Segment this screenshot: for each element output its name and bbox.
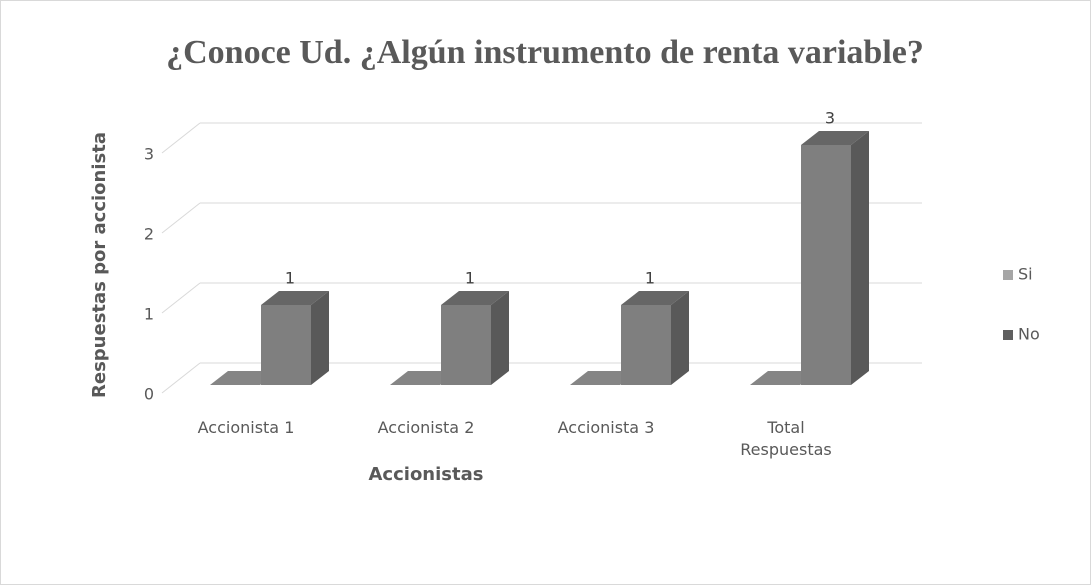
bar <box>801 131 869 385</box>
bar-side <box>491 291 509 385</box>
chart-title: ¿Conoce Ud. ¿Algún instrumento de renta … <box>166 34 924 71</box>
legend-swatch <box>1003 270 1013 280</box>
bar-front <box>801 145 851 385</box>
y-axis-title: Respuestas por accionista <box>89 132 110 398</box>
bar-front <box>261 305 311 385</box>
x-axis-title: Accionistas <box>369 464 484 485</box>
grid-line-side <box>161 362 201 394</box>
y-tick-label: 1 <box>144 305 154 324</box>
bar <box>261 291 329 385</box>
grid-line-side <box>161 202 201 234</box>
data-label: 1 <box>465 269 475 288</box>
bar-top <box>441 291 509 305</box>
bar-front <box>621 305 671 385</box>
y-tick-label: 3 <box>144 145 154 164</box>
bar-side <box>851 131 869 385</box>
bar-side <box>311 291 329 385</box>
x-tick-label: Accionista 1 <box>197 418 295 437</box>
bar-top <box>261 291 329 305</box>
bar <box>441 291 509 385</box>
legend-label: Si <box>1018 265 1033 284</box>
x-tick-label: Accionista 2 <box>377 418 475 437</box>
data-label: 1 <box>285 269 295 288</box>
data-label: 1 <box>645 269 655 288</box>
grid-line-side <box>161 282 201 314</box>
bar-front <box>441 305 491 385</box>
bar <box>621 291 689 385</box>
legend-label: No <box>1018 325 1040 344</box>
grid-line-side <box>161 122 201 154</box>
x-tick-label: Accionista 3 <box>557 418 655 437</box>
y-tick-label: 2 <box>144 225 154 244</box>
x-tick-label: Total Respuestas <box>740 418 832 459</box>
data-label: 3 <box>825 109 835 128</box>
bar-side <box>671 291 689 385</box>
legend-swatch <box>1003 330 1013 340</box>
y-tick-label: 0 <box>144 385 154 404</box>
bar-top <box>801 131 869 145</box>
bar-top <box>621 291 689 305</box>
